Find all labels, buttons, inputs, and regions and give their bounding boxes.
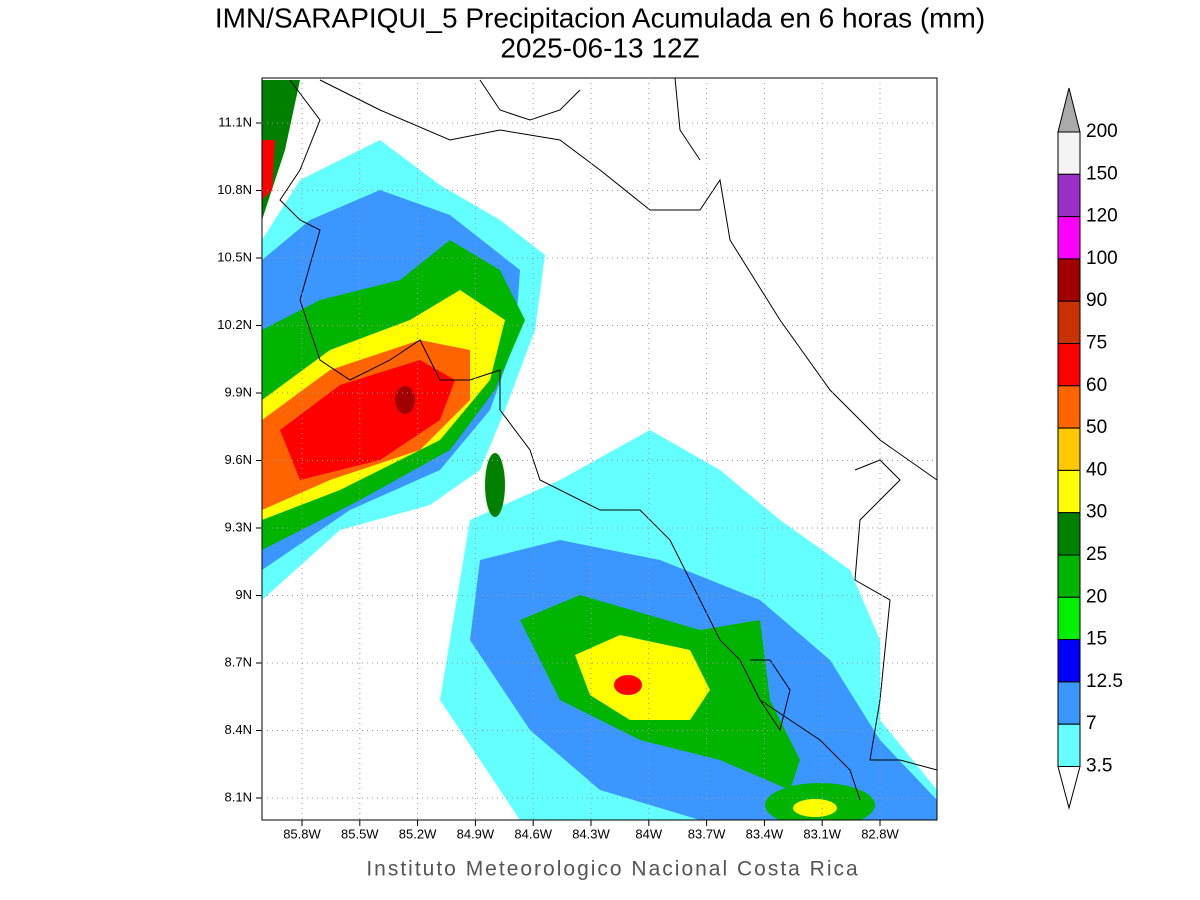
- lon-label: 85.8W: [283, 826, 321, 841]
- colorbar-box: [1057, 469, 1081, 514]
- colorbar-box: [1057, 427, 1081, 471]
- colorbar-box: [1057, 385, 1081, 429]
- lon-label: 84.6W: [514, 826, 552, 841]
- colorbar-label: 60: [1086, 375, 1107, 396]
- colorbar-box: [1057, 131, 1081, 175]
- lon-label: 84.9W: [457, 826, 495, 841]
- colorbar-label: 7: [1086, 713, 1097, 734]
- map-frame: [261, 77, 938, 821]
- lon-label: 82.8W: [861, 826, 899, 841]
- colorbar-box: [1057, 300, 1081, 345]
- lon-label: 84W: [635, 826, 662, 841]
- colorbar-over: [1057, 87, 1081, 133]
- colorbar-label: 50: [1086, 417, 1107, 438]
- colorbar-label: 200: [1086, 121, 1118, 142]
- colorbar-label: 12.5: [1086, 671, 1123, 692]
- colorbar-box: [1057, 681, 1081, 725]
- colorbar-box: [1057, 173, 1081, 218]
- colorbar-label: 75: [1086, 333, 1107, 354]
- colorbar-box: [1057, 512, 1081, 556]
- lat-label: 10.5N: [217, 249, 252, 264]
- coastline: [279, 77, 938, 801]
- colorbar-box: [1057, 343, 1081, 387]
- colorbar-label: 90: [1086, 290, 1107, 311]
- colorbar-label: 150: [1086, 163, 1118, 184]
- lon-label: 83.1W: [803, 826, 841, 841]
- lat-label: 11.1N: [218, 114, 252, 129]
- lat-label: 9N: [235, 587, 252, 602]
- lat-label: 8.7N: [225, 654, 252, 669]
- colorbar-label: 3.5: [1086, 756, 1112, 777]
- lon-label: 85.5W: [341, 826, 379, 841]
- lat-label: 8.1N: [225, 789, 252, 804]
- colorbar-label: 20: [1086, 586, 1107, 607]
- colorbar-box: [1057, 258, 1081, 302]
- lat-label: 9.9N: [225, 384, 252, 399]
- title-line: IMN/SARAPIQUI_5 Precipitacion Acumulada …: [215, 2, 985, 33]
- lat-label: 9.6N: [225, 452, 252, 467]
- colorbar-label: 15: [1086, 629, 1107, 650]
- colorbar-box: [1057, 554, 1081, 598]
- colorbar-label: 30: [1086, 502, 1107, 523]
- colorbar-box: [1057, 639, 1081, 683]
- lon-label: 83.4W: [746, 826, 784, 841]
- precip-field: [262, 80, 937, 820]
- lat-label: 10.2N: [217, 317, 252, 332]
- colorbar-label: 40: [1086, 459, 1107, 480]
- lon-label: 85.2W: [399, 826, 437, 841]
- colorbar-label: 120: [1086, 206, 1118, 227]
- footer: Instituto Meteorologico Nacional Costa R…: [366, 858, 859, 881]
- colorbar-under: [1057, 766, 1081, 810]
- colorbar-box: [1057, 216, 1081, 260]
- lat-label: 10.8N: [217, 182, 252, 197]
- colorbar-box: [1057, 596, 1081, 641]
- title-line: 2025-06-13 12Z: [500, 32, 699, 63]
- lat-label: 8.4N: [225, 722, 252, 737]
- lon-label: 83.7W: [688, 826, 726, 841]
- colorbar-box: [1057, 723, 1081, 768]
- colorbar-label: 100: [1086, 248, 1118, 269]
- lat-label: 9.3N: [225, 519, 252, 534]
- colorbar-label: 25: [1086, 544, 1107, 565]
- lon-label: 84.3W: [572, 826, 610, 841]
